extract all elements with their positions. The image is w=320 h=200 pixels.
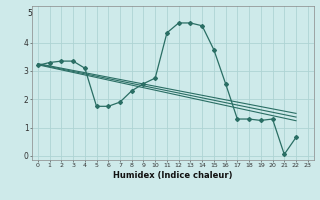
- X-axis label: Humidex (Indice chaleur): Humidex (Indice chaleur): [113, 171, 233, 180]
- Text: 5: 5: [27, 9, 32, 18]
